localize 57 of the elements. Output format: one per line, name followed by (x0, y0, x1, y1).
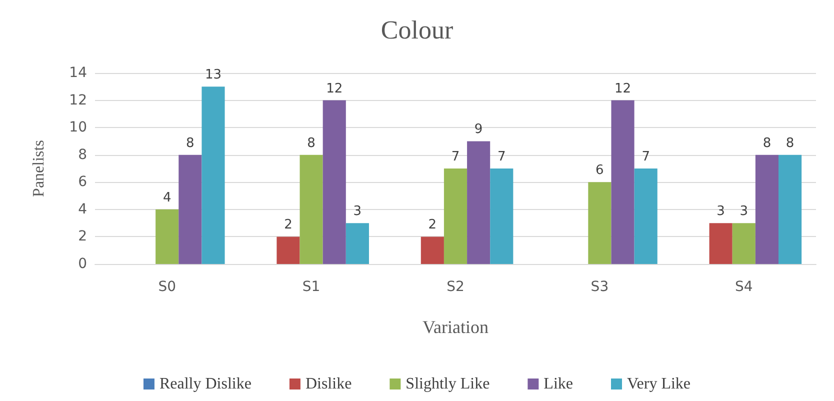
chart-title: Colour (380, 16, 454, 44)
x-tick-label: S0 (158, 279, 176, 295)
y-tick-label: 4 (78, 201, 88, 218)
bar (156, 209, 179, 264)
data-label: 3 (740, 204, 748, 220)
data-label: 12 (326, 81, 343, 96)
x-tick-label: S4 (735, 279, 753, 295)
bar (709, 223, 732, 264)
data-label: 4 (162, 190, 172, 206)
legend-label: Slightly Like (406, 376, 490, 392)
bar (346, 223, 369, 264)
data-label: 3 (353, 204, 362, 220)
legend-label: Like (544, 376, 574, 392)
y-tick-label: 10 (69, 120, 87, 136)
data-label: 9 (474, 122, 483, 138)
bar (732, 223, 756, 264)
bar (202, 86, 225, 264)
bar (490, 168, 514, 264)
x-tick-label: S1 (302, 279, 320, 295)
data-label: 6 (596, 163, 604, 178)
y-tick-label: 12 (69, 92, 87, 108)
y-tick-label: 6 (78, 174, 88, 190)
data-label: 2 (284, 218, 292, 233)
bar (178, 154, 202, 264)
y-tick-label: 8 (78, 146, 87, 163)
bar (467, 141, 490, 264)
legend-label: Dislike (305, 376, 352, 392)
bar (611, 100, 634, 264)
y-tick-label: 0 (78, 256, 87, 272)
x-axis-title: Variation (422, 317, 488, 337)
x-tick-label: S2 (446, 279, 464, 295)
legend-label: Really Dislike (159, 376, 252, 392)
bar (444, 168, 468, 264)
bar (755, 154, 779, 264)
data-label: 12 (614, 81, 632, 96)
y-axis-title: Panelists (30, 140, 48, 197)
legend-label: Very Like (626, 376, 691, 392)
data-label: 3 (716, 204, 725, 220)
bar (634, 168, 658, 264)
data-label: 8 (307, 136, 316, 151)
data-label: 8 (786, 136, 794, 151)
bar (420, 236, 444, 264)
data-label: 7 (642, 150, 650, 164)
bar (300, 154, 323, 264)
data-label: 8 (186, 136, 194, 151)
data-label: 2 (428, 218, 437, 233)
data-label: 13 (204, 68, 222, 83)
bar (322, 100, 346, 264)
data-label: 8 (762, 136, 772, 151)
bar (588, 182, 612, 264)
bar (276, 236, 300, 264)
bar (778, 154, 802, 264)
y-tick-label: 14 (69, 65, 88, 81)
y-tick-label: 2 (78, 228, 87, 245)
data-label: 7 (451, 150, 460, 164)
x-tick-label: S3 (590, 279, 609, 295)
data-label: 7 (498, 150, 506, 164)
